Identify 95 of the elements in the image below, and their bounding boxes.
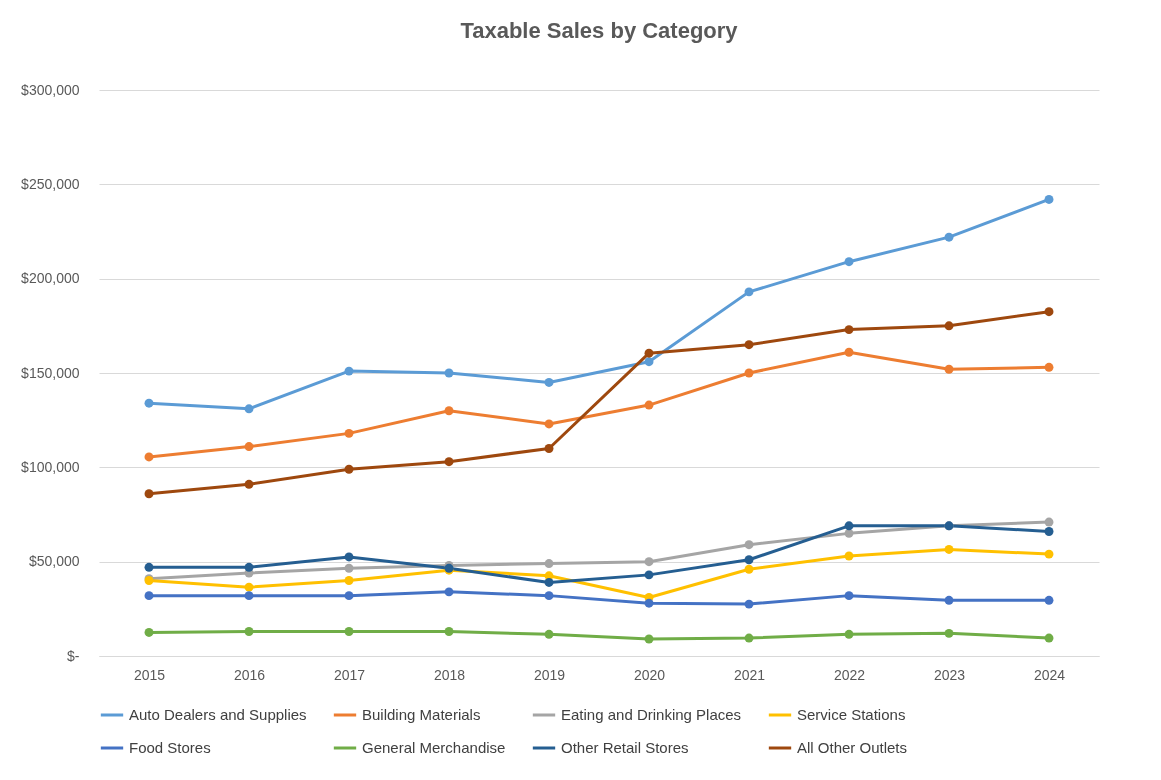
legend-label: Service Stations	[797, 706, 906, 723]
point	[844, 629, 854, 639]
y-tick-label: $50,000	[28, 553, 80, 570]
point	[944, 321, 954, 331]
point	[144, 452, 154, 462]
x-tick-label: 2020	[633, 666, 666, 683]
point	[444, 406, 454, 416]
point	[1044, 517, 1054, 527]
point	[944, 544, 954, 554]
x-tick-label: 2017	[333, 666, 366, 683]
y-tick-label: $150,000	[21, 364, 80, 381]
point	[344, 563, 354, 573]
point	[844, 325, 854, 335]
x-tick-label: 2015	[133, 666, 166, 683]
point	[844, 347, 854, 357]
x-tick-label: 2021	[733, 666, 766, 683]
x-tick-label: 2016	[233, 666, 266, 683]
point	[544, 559, 554, 569]
point	[844, 521, 854, 531]
point	[544, 591, 554, 601]
point	[544, 419, 554, 429]
x-tick-label: 2023	[933, 666, 966, 683]
point	[1044, 362, 1054, 372]
point	[144, 627, 154, 637]
y-tick-label: $300,000	[21, 81, 80, 98]
point	[344, 576, 354, 585]
point	[444, 627, 454, 636]
legend-label: Auto Dealers and Supplies	[129, 706, 307, 723]
point	[744, 368, 754, 378]
point	[444, 457, 454, 467]
legend-label: All Other Outlets	[797, 739, 908, 756]
legend-label: Food Stores	[129, 739, 211, 756]
point	[644, 557, 654, 567]
point	[744, 340, 754, 350]
point	[844, 551, 854, 561]
legend-label: Eating and Drinking Places	[561, 706, 742, 723]
point	[244, 404, 254, 414]
point	[944, 364, 954, 374]
point	[344, 591, 354, 601]
y-tick-label: $100,000	[21, 458, 80, 475]
point	[644, 400, 654, 410]
x-tick-label: 2022	[833, 666, 866, 683]
point	[144, 591, 154, 601]
x-tick-label: 2019	[533, 666, 566, 683]
point	[344, 464, 354, 474]
legend-label: General Merchandise	[362, 739, 506, 756]
point	[944, 628, 954, 638]
point	[644, 598, 654, 608]
point	[544, 629, 554, 639]
point	[144, 398, 154, 408]
point	[644, 348, 654, 358]
point	[744, 555, 754, 565]
point	[1044, 194, 1054, 204]
y-tick-label: $-	[67, 647, 80, 664]
point	[244, 627, 254, 636]
point	[744, 564, 754, 574]
point	[744, 599, 754, 609]
point	[244, 442, 254, 452]
y-tick-label: $250,000	[21, 175, 80, 192]
point	[644, 634, 654, 644]
point	[444, 587, 454, 597]
point	[644, 357, 654, 367]
point	[244, 591, 254, 601]
point	[1044, 527, 1054, 536]
point	[1044, 633, 1054, 643]
point	[344, 366, 354, 376]
point	[744, 287, 754, 297]
point	[444, 368, 454, 378]
point	[344, 627, 354, 636]
y-tick-label: $200,000	[21, 270, 80, 287]
point	[544, 377, 554, 387]
point	[1044, 595, 1054, 605]
point	[844, 257, 854, 267]
x-tick-label: 2024	[1033, 666, 1066, 683]
point	[544, 444, 554, 453]
point	[144, 489, 154, 499]
point	[844, 591, 854, 601]
point	[244, 479, 254, 489]
chart-title: Taxable Sales by Category	[460, 18, 739, 43]
legend-label: Other Retail Stores	[561, 739, 689, 756]
point	[1044, 307, 1054, 317]
point	[244, 562, 254, 572]
point	[1044, 549, 1054, 559]
point	[944, 232, 954, 242]
point	[544, 577, 554, 587]
point	[744, 540, 754, 550]
point	[244, 582, 254, 592]
x-tick-label: 2018	[433, 666, 466, 683]
point	[944, 595, 954, 605]
point	[344, 428, 354, 438]
point	[344, 552, 354, 562]
point	[744, 633, 754, 643]
point	[644, 570, 654, 580]
point	[144, 562, 154, 572]
legend-label: Building Materials	[362, 706, 481, 723]
